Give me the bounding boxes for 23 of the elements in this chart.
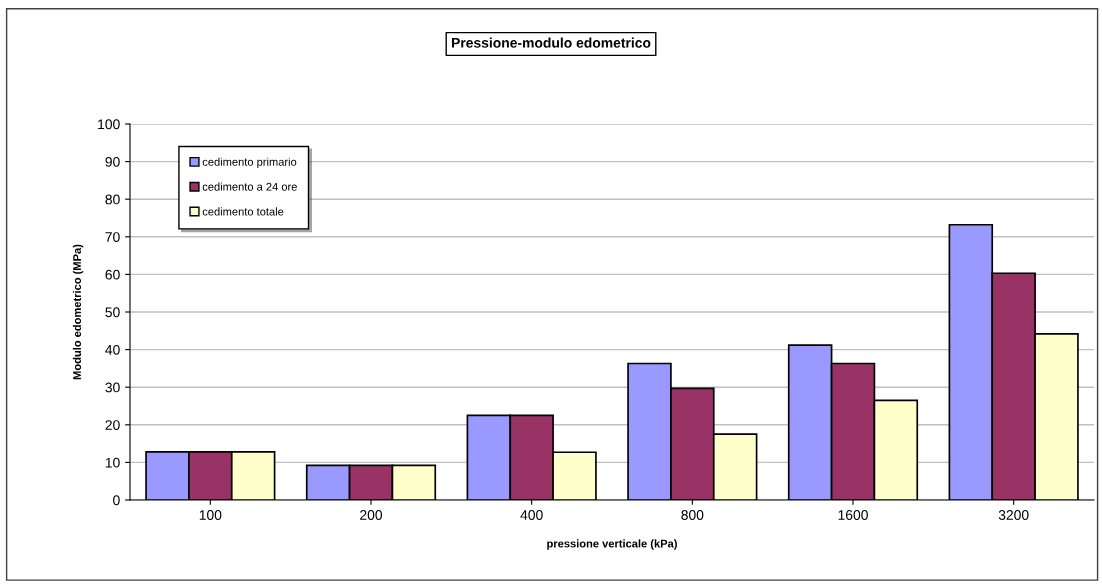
x-axis-title: pressione verticale (kPa) (547, 539, 677, 550)
x-tick-label: 100 (199, 510, 222, 520)
y-tick-label: 100 (98, 119, 120, 130)
x-tick-label: 3200 (998, 510, 1029, 520)
legend-label: cedimento totale (202, 207, 284, 216)
y-tick-label: 20 (105, 420, 120, 430)
y-tick-label: 70 (105, 232, 120, 242)
y-tick-label: 40 (105, 344, 120, 355)
chart-title: Pressione-modulo edometrico (451, 37, 651, 48)
x-tick-label: 200 (360, 510, 383, 520)
x-tick-label: 1600 (838, 510, 868, 520)
y-tick-label: 0 (113, 495, 120, 506)
y-tick-label: 50 (105, 307, 120, 318)
y-tick-label: 90 (105, 156, 120, 167)
y-tick-label: 30 (105, 382, 120, 393)
y-tick-label: 80 (105, 194, 120, 205)
y-axis-title: Modulo edometrico (MPa) (72, 244, 84, 380)
y-tick-label: 60 (105, 269, 120, 280)
legend-label: cedimento primario (202, 157, 297, 168)
y-tick-label: 10 (105, 457, 120, 468)
x-tick-label: 400 (520, 510, 543, 520)
legend-label: cedimento a 24 ore (202, 182, 297, 191)
x-tick-label: 800 (681, 510, 704, 520)
